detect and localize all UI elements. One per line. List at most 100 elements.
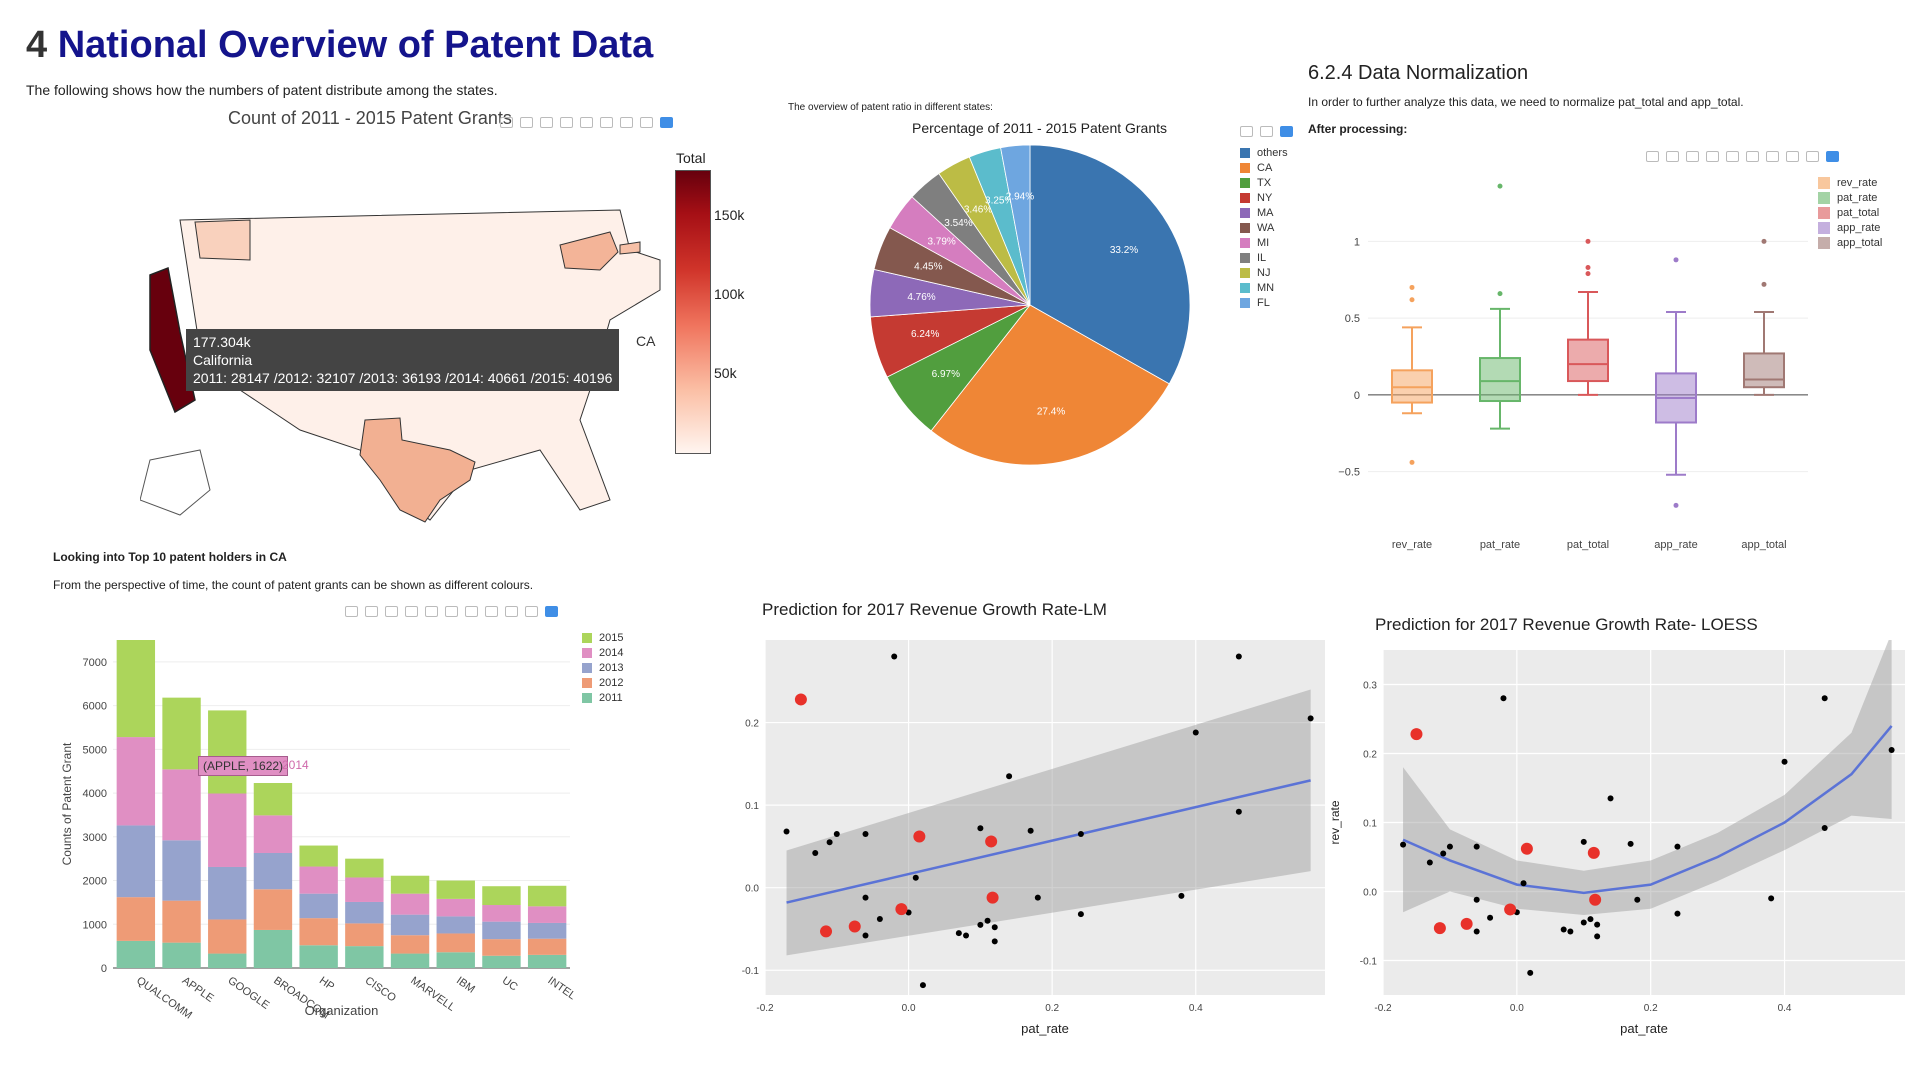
- lasso-icon[interactable]: [425, 606, 438, 617]
- legend-item-app_rate[interactable]: app_rate: [1818, 220, 1882, 235]
- legend-item-2011[interactable]: 2011: [582, 690, 623, 705]
- legend-item-TX[interactable]: TX: [1240, 175, 1288, 190]
- zoom-out-icon[interactable]: [465, 606, 478, 617]
- autoscale-icon[interactable]: [485, 606, 498, 617]
- data-point: [955, 930, 962, 937]
- legend-swatch: [582, 632, 592, 643]
- bar-y-tick: 5000: [83, 744, 107, 756]
- bar-tooltip-year: 2014: [282, 758, 309, 772]
- box-y-tick: 0: [1354, 390, 1360, 402]
- box-plot[interactable]: 1 0.5 0 −0.5 rev_rate pat_rate pat_total app_ra…: [1308, 170, 1828, 560]
- legend-label: 2014: [599, 646, 624, 659]
- x-tick: -0.2: [756, 1003, 774, 1014]
- legend-item-2014[interactable]: 2014: [582, 645, 623, 660]
- legend-item-WA[interactable]: WA: [1240, 220, 1288, 235]
- legend-item-FL[interactable]: FL: [1240, 295, 1288, 310]
- legend-item-IL[interactable]: IL: [1240, 250, 1288, 265]
- zoom-out-icon[interactable]: [1726, 151, 1739, 162]
- data-point: [1077, 911, 1084, 918]
- legend-item-NY[interactable]: NY: [1240, 190, 1288, 205]
- hover-icon[interactable]: [1260, 126, 1273, 137]
- legend-item-pat_total[interactable]: pat_total: [1818, 205, 1882, 220]
- bar-segment-QUALCOMM-2011: [116, 940, 156, 968]
- legend-item-app_total[interactable]: app_total: [1818, 235, 1882, 250]
- prediction-point: [986, 891, 999, 904]
- plotly-logo-icon[interactable]: [660, 117, 673, 128]
- zoom-in-icon[interactable]: [445, 606, 458, 617]
- legend-item-MN[interactable]: MN: [1240, 280, 1288, 295]
- camera-icon[interactable]: [1240, 126, 1253, 137]
- colorbar[interactable]: [675, 170, 711, 454]
- pan-icon[interactable]: [520, 117, 533, 128]
- bar-y-tick: 4000: [83, 788, 107, 800]
- pan-icon[interactable]: [385, 606, 398, 617]
- fit-line: [786, 779, 1311, 904]
- camera-icon[interactable]: [1646, 151, 1659, 162]
- data-point: [1674, 843, 1681, 850]
- lasso-icon[interactable]: [560, 117, 573, 128]
- autoscale-icon[interactable]: [1746, 151, 1759, 162]
- data-point: [1473, 896, 1480, 903]
- legend-label: WA: [1257, 221, 1275, 234]
- hover-icon[interactable]: [640, 117, 653, 128]
- legend-label: MN: [1257, 281, 1275, 294]
- legend-item-2012[interactable]: 2012: [582, 675, 623, 690]
- bar-segment-APPLE-2011: [162, 942, 201, 968]
- loess-scatter-plot[interactable]: -0.2 0.0 0.2 0.4 -0.1 0.0 0.1 0.2 0.3 pat_rate rev…: [1325, 640, 1920, 1040]
- pie-slice-label: 3.54%: [944, 218, 972, 229]
- bar-segment-HP-2015: [299, 845, 338, 867]
- zoom-in-icon[interactable]: [580, 117, 593, 128]
- lm-scatter-plot[interactable]: -0.2 0.0 0.2 0.4 -0.1 0.0 0.1 0.2 pat_rate: [730, 630, 1330, 1040]
- camera-icon[interactable]: [345, 606, 358, 617]
- data-point: [1400, 841, 1407, 848]
- plotly-logo-icon[interactable]: [1826, 151, 1839, 162]
- bar-segment-CISCO-2013: [345, 901, 384, 924]
- data-point: [876, 916, 883, 923]
- legend-item-NJ[interactable]: NJ: [1240, 265, 1288, 280]
- bar-x-tick: UC: [500, 975, 520, 994]
- legend-item-2015[interactable]: 2015: [582, 630, 623, 645]
- zoom-icon[interactable]: [365, 606, 378, 617]
- legend-swatch: [1818, 176, 1830, 189]
- zoom-icon[interactable]: [1666, 151, 1679, 162]
- legend-item-others[interactable]: others: [1240, 145, 1288, 160]
- reset-icon[interactable]: [505, 606, 518, 617]
- pie-chart[interactable]: 33.2% 27.4% 6.97% 6.24% 4.76% 4.45% 3.79% 3.54%…: [860, 145, 1200, 475]
- box-pat_rate: [1479, 357, 1521, 403]
- hover-icon[interactable]: [525, 606, 538, 617]
- stacked-bar-chart[interactable]: 01000200030004000500060007000QUALCOMMAPP…: [55, 620, 635, 1030]
- plotly-logo-icon[interactable]: [1280, 126, 1293, 137]
- legend-item-MI[interactable]: MI: [1240, 235, 1288, 250]
- data-point: [862, 932, 869, 939]
- colorbar-title: Total: [676, 150, 706, 166]
- box-outlier: [1673, 257, 1679, 263]
- legend-item-pat_rate[interactable]: pat_rate: [1818, 190, 1882, 205]
- legend-item-rev_rate[interactable]: rev_rate: [1818, 175, 1882, 190]
- reset-icon[interactable]: [620, 117, 633, 128]
- zoom-in-icon[interactable]: [1706, 151, 1719, 162]
- legend-item-CA[interactable]: CA: [1240, 160, 1288, 175]
- data-point: [1627, 840, 1634, 847]
- spike-icon[interactable]: [1786, 151, 1799, 162]
- box-outlier: [1497, 291, 1503, 297]
- legend-item-2013[interactable]: 2013: [582, 660, 623, 675]
- box-select-icon[interactable]: [540, 117, 553, 128]
- plotly-logo-icon[interactable]: [545, 606, 558, 617]
- legend-swatch: [1818, 191, 1830, 204]
- bar-segment-CISCO-2015: [345, 858, 384, 878]
- bar-segment-HP-2014: [299, 866, 338, 894]
- zoom-out-icon[interactable]: [600, 117, 613, 128]
- pan-icon[interactable]: [1686, 151, 1699, 162]
- legend-swatch: [1240, 267, 1250, 278]
- legend-swatch: [582, 662, 592, 673]
- box-select-icon[interactable]: [405, 606, 418, 617]
- reset-icon[interactable]: [1766, 151, 1779, 162]
- prediction-point: [913, 830, 926, 843]
- data-point: [1888, 747, 1895, 754]
- data-point: [1580, 919, 1587, 926]
- legend-item-MA[interactable]: MA: [1240, 205, 1288, 220]
- data-point: [1500, 695, 1507, 702]
- hover-icon[interactable]: [1806, 151, 1819, 162]
- camera-icon[interactable]: [500, 117, 513, 128]
- data-point: [1473, 928, 1480, 935]
